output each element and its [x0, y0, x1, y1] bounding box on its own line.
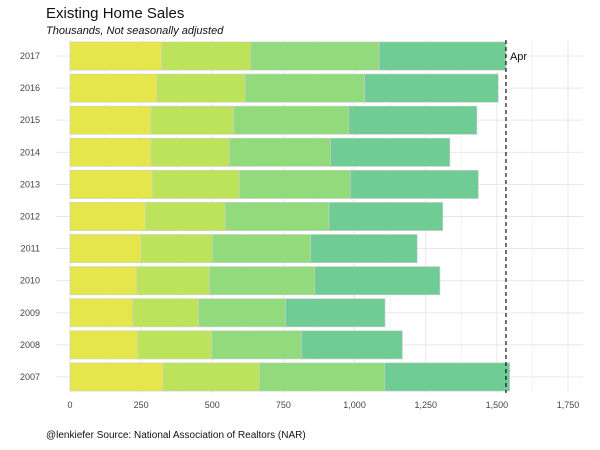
bar-segment-2010-4 [314, 266, 441, 296]
y-tick-label: 2008 [20, 340, 40, 350]
bar-segment-2011-4 [310, 234, 418, 264]
bar-segment-2014-1 [69, 137, 152, 167]
bar-segment-2013-4 [350, 169, 479, 199]
bar-segment-2010-3 [209, 266, 316, 296]
bar-segment-2014-4 [330, 137, 451, 167]
y-tick-label: 2013 [20, 179, 40, 189]
bar-segment-2013-1 [69, 169, 153, 199]
bar-segment-2007-2 [162, 362, 260, 392]
chart-subtitle: Thousands, Not seasonally adjusted [46, 25, 224, 37]
bar-segment-2015-2 [150, 105, 234, 135]
bar-segment-2016-1 [69, 73, 158, 103]
bar-segment-2017-4 [378, 41, 507, 71]
bar-segment-2016-2 [156, 73, 246, 103]
y-tick-label: 2010 [20, 276, 40, 286]
y-tick-label: 2012 [20, 212, 40, 222]
bar-segment-2008-1 [69, 330, 139, 360]
y-tick-label: 2015 [20, 115, 40, 125]
bar-segment-2007-4 [384, 362, 510, 392]
x-tick-label: 750 [276, 400, 291, 410]
bar-segment-2009-1 [69, 298, 133, 328]
bar-segment-2009-3 [198, 298, 286, 328]
bar-segment-2008-4 [301, 330, 403, 360]
reference-line-label: Apr [510, 51, 527, 63]
y-tick-label: 2011 [21, 244, 40, 254]
x-tick-label: 1,250 [414, 400, 437, 410]
x-tick-labels: 0 250 500 750 1,000 1,250 1,500 1,750 [67, 400, 579, 410]
bar-segment-2011-1 [69, 234, 142, 264]
x-tick-label: 250 [134, 400, 149, 410]
y-tick-label: 2017 [20, 51, 40, 61]
chart-title: Existing Home Sales [46, 5, 185, 22]
bar-segment-2012-4 [328, 202, 444, 231]
bar-segment-2010-2 [136, 266, 210, 296]
y-tick-label: 2007 [20, 372, 40, 382]
bar-segment-2009-2 [132, 298, 199, 328]
x-tick-label: 1,750 [557, 400, 580, 410]
y-tick-label: 2009 [20, 308, 40, 318]
y-tick-labels: 2007 2008 2009 2010 2011 2012 2013 2014 2015 2016… [20, 51, 40, 382]
bar-segment-2015-1 [69, 105, 152, 135]
bar-segment-2011-2 [140, 234, 213, 264]
bar-segment-2012-3 [224, 202, 330, 231]
reference-line-layer: Apr [505, 40, 527, 393]
bar-segment-2008-3 [211, 330, 302, 360]
bar-segment-2016-4 [364, 73, 499, 103]
bar-segment-2009-4 [285, 298, 386, 328]
bar-segment-2010-1 [69, 266, 138, 296]
chart-caption: @lenkiefer Source: National Association … [46, 430, 306, 441]
x-tick-label: 1,500 [486, 400, 509, 410]
x-tick-label: 1,000 [343, 400, 366, 410]
bar-segment-2007-1 [69, 362, 164, 392]
y-tick-label: 2016 [20, 83, 40, 93]
bar-segment-2012-1 [69, 202, 146, 231]
bar-segment-2016-3 [244, 73, 365, 103]
bar-segment-2017-1 [69, 41, 162, 71]
bar-segment-2017-2 [161, 41, 251, 71]
bar-segment-2007-3 [258, 362, 385, 392]
bar-segment-2013-3 [239, 169, 351, 199]
bar-segment-2012-2 [145, 202, 226, 231]
bar-segment-2015-4 [348, 105, 478, 135]
bar-segment-2014-2 [150, 137, 230, 167]
bar-segment-2008-2 [137, 330, 213, 360]
bar-segment-2015-3 [233, 105, 350, 135]
bar-segment-2017-3 [250, 41, 380, 71]
y-tick-label: 2014 [20, 147, 40, 157]
bar-segment-2013-2 [152, 169, 240, 199]
bars-layer [69, 41, 510, 392]
bar-segment-2011-3 [211, 234, 311, 264]
bar-segment-2014-3 [229, 137, 331, 167]
x-tick-label: 0 [67, 400, 72, 410]
x-tick-label: 500 [205, 400, 220, 410]
